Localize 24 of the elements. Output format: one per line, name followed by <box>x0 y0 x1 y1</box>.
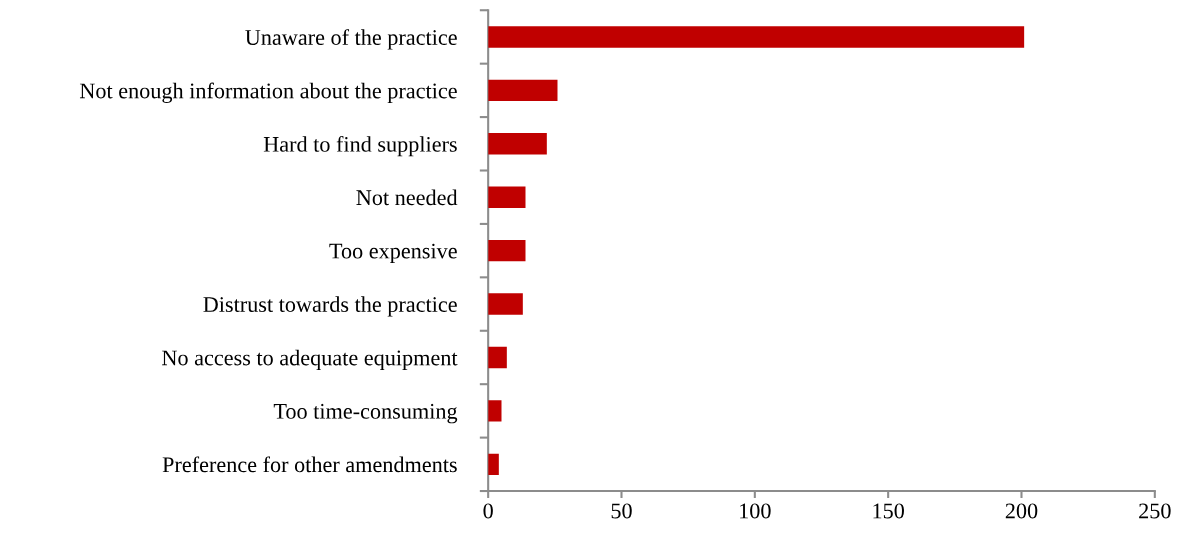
y-tick-label: No access to adequate equipment <box>162 349 458 370</box>
y-tick-label: Distrust towards the practice <box>203 296 457 317</box>
y-tick-label: Too expensive <box>329 243 457 264</box>
y-tick-label: Preference for other amendments <box>162 456 457 473</box>
bar <box>488 400 502 422</box>
y-tick-label: Not enough information about the practice <box>79 82 457 103</box>
y-tick-label: Too time-consuming <box>273 403 458 424</box>
x-tick-label: 200 <box>1005 503 1038 519</box>
x-tick-label: 150 <box>873 503 904 519</box>
bar <box>488 79 558 102</box>
bar <box>488 453 499 475</box>
bar <box>488 239 526 262</box>
bar <box>488 293 523 315</box>
bar <box>488 133 547 155</box>
bar <box>488 346 507 369</box>
x-tick-label: 0 <box>483 503 493 519</box>
y-tick-label: Hard to find suppliers <box>263 135 457 157</box>
y-tick-label: Not needed <box>356 189 458 206</box>
bar <box>488 26 1025 48</box>
bar <box>488 186 526 208</box>
x-tick-label: 100 <box>740 503 771 519</box>
y-tick-label: Unaware of the practice <box>245 29 457 50</box>
x-tick-label: 250 <box>1139 503 1171 519</box>
x-tick-label: 50 <box>611 503 632 519</box>
